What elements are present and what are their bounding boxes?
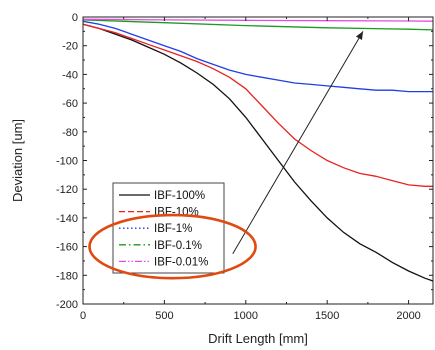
legend-label: IBF-0.1% xyxy=(154,240,202,252)
arrow-annotation xyxy=(232,31,364,255)
plot-area xyxy=(82,18,434,282)
y-tick-label: -180 xyxy=(56,270,78,282)
series-line-2 xyxy=(82,23,433,187)
x-tick-label: 1500 xyxy=(315,310,339,322)
series-line-5 xyxy=(82,18,434,22)
y-tick-label: -80 xyxy=(62,127,78,139)
x-tick-label: 1000 xyxy=(234,310,258,322)
y-tick-label: -120 xyxy=(56,184,78,196)
series-line-3 xyxy=(82,20,433,93)
x-tick-label: 500 xyxy=(155,310,173,322)
y-tick-label: -60 xyxy=(62,98,78,110)
legend-label: IBF-0.01% xyxy=(154,256,208,268)
series-line-4 xyxy=(82,19,434,31)
y-tick-label: -100 xyxy=(56,156,78,168)
x-tick-label: 0 xyxy=(80,310,86,322)
legend-label: IBF-1% xyxy=(154,223,192,235)
highlight-ellipse xyxy=(88,213,257,280)
y-tick-label: -200 xyxy=(56,299,78,311)
axes: 0 500 1000 1500 2000 0 -20 -40 -60 -80 -100 -120 -14… xyxy=(56,12,434,322)
annotations xyxy=(88,31,364,280)
y-tick-label: -160 xyxy=(56,242,78,254)
arrow-head xyxy=(355,31,363,41)
y-axis-title: Deviation [um] xyxy=(10,119,25,202)
series-line-1 xyxy=(82,23,434,282)
legend-label: IBF-100% xyxy=(154,190,205,202)
y-tick-label: -140 xyxy=(56,213,78,225)
x-axis-title: Drift Length [mm] xyxy=(208,331,308,346)
y-tick-label: -40 xyxy=(62,69,78,81)
y-tick-label: 0 xyxy=(72,12,78,24)
x-tick-label: 2000 xyxy=(396,310,420,322)
y-tick-label: -20 xyxy=(62,41,78,53)
legend: IBF-100%IBF-10%IBF-1%IBF-0.1%IBF-0.01% xyxy=(112,182,225,274)
